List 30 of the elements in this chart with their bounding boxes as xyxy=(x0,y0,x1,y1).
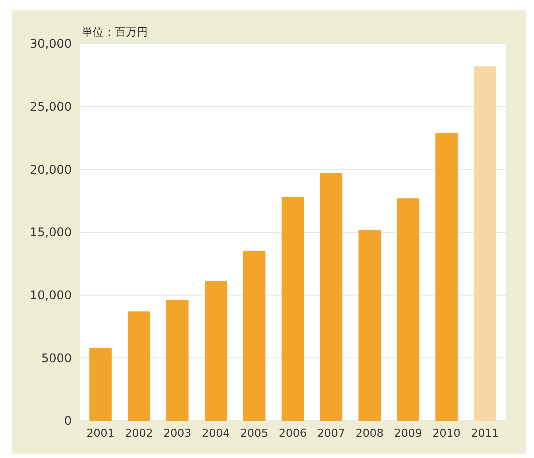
y-axis-title: 単位：百万円 xyxy=(82,26,148,39)
bar xyxy=(204,282,228,421)
y-tick-label: 15,000 xyxy=(30,226,72,240)
y-tick-label: 25,000 xyxy=(30,100,72,114)
bar xyxy=(320,173,343,421)
x-tick-label: 2004 xyxy=(202,427,230,440)
x-tick-label: 2008 xyxy=(356,427,384,440)
bar xyxy=(474,66,496,421)
y-tick-label: 0 xyxy=(64,414,72,428)
x-tick-label: 2009 xyxy=(394,427,422,440)
x-tick-label: 2003 xyxy=(164,427,192,440)
x-tick-label: 2006 xyxy=(279,427,307,440)
y-tick-label: 10,000 xyxy=(30,288,72,303)
bar xyxy=(90,348,112,421)
bar xyxy=(397,198,420,421)
x-tick-label: 2007 xyxy=(317,427,346,440)
y-tick-label: 5000 xyxy=(41,351,72,366)
x-tick-label: 2011 xyxy=(471,427,500,440)
x-tick-label: 2002 xyxy=(125,427,154,440)
y-tick-label: 20,000 xyxy=(30,162,72,177)
bar xyxy=(243,251,266,421)
bar xyxy=(282,197,304,421)
bar xyxy=(166,300,189,421)
bar xyxy=(436,133,458,421)
y-tick-label: 30,000 xyxy=(30,37,72,52)
bar xyxy=(358,230,382,421)
bar xyxy=(128,312,150,421)
x-tick-label: 2005 xyxy=(240,427,269,440)
x-tick-label: 2001 xyxy=(86,427,115,440)
x-tick-label: 2010 xyxy=(432,427,461,440)
